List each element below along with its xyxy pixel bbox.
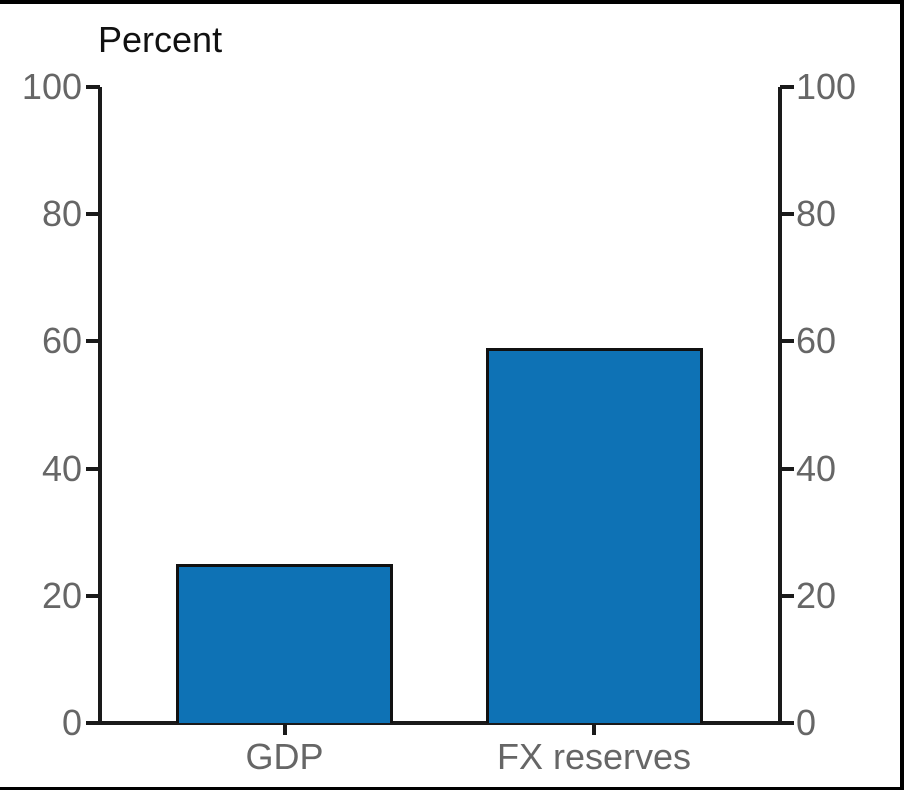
bar-gdp xyxy=(176,564,393,723)
y-axis-left xyxy=(98,87,102,723)
y-tick-left-20 xyxy=(86,593,100,598)
chart-title: Percent xyxy=(98,19,223,60)
x-axis xyxy=(98,721,782,725)
y-tick-right-80 xyxy=(780,212,794,217)
y-tick-left-0 xyxy=(86,721,100,725)
x-tick-fx-reserves xyxy=(592,723,596,735)
y-tick-right-20 xyxy=(780,593,794,598)
y-tick-left-40 xyxy=(86,466,100,471)
y-tick-right-0 xyxy=(780,721,794,725)
bar-fx-reserves xyxy=(485,347,703,723)
y-tick-right-60 xyxy=(780,339,794,344)
y-tick-left-100 xyxy=(86,85,100,89)
y-tick-label-left-40: 40 xyxy=(41,447,82,489)
y-tick-right-100 xyxy=(780,85,794,89)
y-tick-label-left-0: 0 xyxy=(61,702,82,743)
y-tick-label-left-20: 20 xyxy=(41,574,82,616)
y-tick-label-right-20: 20 xyxy=(796,574,837,616)
y-tick-label-right-40: 40 xyxy=(796,447,837,489)
y-tick-left-60 xyxy=(86,339,100,344)
screenshot-right-border xyxy=(900,0,904,790)
plot-area: 0 0 20 20 40 40 60 60 80 80 100 100 GDP FX reserves xyxy=(22,67,856,777)
y-tick-label-right-0: 0 xyxy=(796,702,817,743)
y-tick-label-right-80: 80 xyxy=(796,193,837,235)
y-tick-right-40 xyxy=(780,466,794,471)
y-tick-left-80 xyxy=(86,212,100,217)
x-tick-label-fx-reserves: FX reserves xyxy=(496,736,692,777)
y-axis-right xyxy=(778,87,782,723)
screenshot-bottom-border xyxy=(0,787,904,790)
y-tick-label-left-100: 100 xyxy=(21,66,82,107)
y-tick-label-left-60: 60 xyxy=(41,320,82,362)
y-tick-label-right-60: 60 xyxy=(796,320,837,362)
y-tick-label-right-100: 100 xyxy=(796,66,857,107)
screenshot-top-border xyxy=(0,0,904,4)
x-tick-label-gdp: GDP xyxy=(245,736,324,777)
y-tick-label-left-80: 80 xyxy=(41,193,82,235)
x-tick-gdp xyxy=(282,723,287,735)
